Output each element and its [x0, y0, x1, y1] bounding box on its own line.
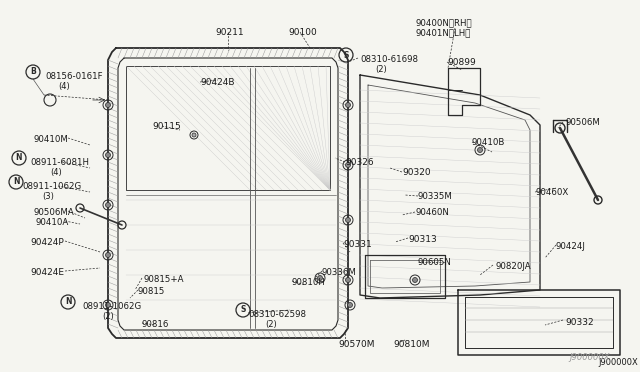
Text: 90410M: 90410M [33, 135, 68, 144]
Text: (4): (4) [50, 168, 61, 177]
Text: (2): (2) [265, 320, 276, 329]
Text: J900000X: J900000X [570, 353, 610, 362]
Text: 90424J: 90424J [556, 242, 586, 251]
Circle shape [106, 253, 111, 257]
Text: 90335M: 90335M [418, 192, 453, 201]
Circle shape [106, 302, 111, 308]
Circle shape [346, 218, 351, 222]
Text: 90605N: 90605N [418, 258, 452, 267]
Text: 08911-1062G: 08911-1062G [82, 302, 141, 311]
Text: 08911-1062G: 08911-1062G [22, 182, 81, 191]
Circle shape [106, 153, 111, 157]
Circle shape [477, 148, 483, 153]
Circle shape [346, 163, 351, 167]
Text: (2): (2) [102, 312, 114, 321]
Text: 90810H: 90810H [292, 278, 326, 287]
Text: S: S [240, 305, 246, 314]
Text: J900000X: J900000X [598, 358, 637, 367]
Text: 90810M: 90810M [393, 340, 429, 349]
Text: 90460X: 90460X [535, 188, 568, 197]
Text: N: N [13, 177, 19, 186]
Circle shape [346, 278, 351, 282]
Text: 90332: 90332 [565, 318, 594, 327]
Circle shape [346, 103, 351, 108]
Text: 90331: 90331 [343, 240, 372, 249]
Text: (3): (3) [42, 192, 54, 201]
Text: B: B [30, 67, 36, 77]
Text: 90401N〈LH〉: 90401N〈LH〉 [415, 28, 470, 37]
Text: 90424B: 90424B [200, 78, 234, 87]
Text: 90424E: 90424E [30, 268, 64, 277]
Circle shape [317, 276, 323, 280]
Text: 90815: 90815 [138, 287, 165, 296]
Circle shape [106, 202, 111, 208]
Text: 90115: 90115 [152, 122, 180, 131]
Text: (2): (2) [375, 65, 387, 74]
Text: 90100: 90100 [288, 28, 317, 37]
Text: 90570M: 90570M [338, 340, 374, 349]
Text: 90326: 90326 [345, 158, 374, 167]
Circle shape [413, 278, 417, 282]
Text: 90320: 90320 [402, 168, 431, 177]
Text: 90815+A: 90815+A [143, 275, 184, 284]
Text: (4): (4) [58, 82, 70, 91]
Text: 90313: 90313 [408, 235, 436, 244]
Text: 08156-0161F: 08156-0161F [45, 72, 102, 81]
Text: 08310-62598: 08310-62598 [248, 310, 306, 319]
Circle shape [192, 133, 196, 137]
Text: N: N [65, 298, 71, 307]
Text: 90820JA: 90820JA [495, 262, 531, 271]
Text: 90424P: 90424P [30, 238, 64, 247]
Text: 90506MA: 90506MA [33, 208, 74, 217]
Text: 08310-61698: 08310-61698 [360, 55, 418, 64]
Text: N: N [16, 154, 22, 163]
Text: S: S [343, 51, 349, 60]
Circle shape [348, 302, 353, 308]
Circle shape [106, 103, 111, 108]
Text: 90211: 90211 [215, 28, 244, 37]
Text: 90410A: 90410A [36, 218, 69, 227]
Text: 90336M: 90336M [322, 268, 357, 277]
Text: 08911-6081H: 08911-6081H [30, 158, 89, 167]
Text: 90410B: 90410B [472, 138, 506, 147]
Text: 90460N: 90460N [415, 208, 449, 217]
Text: 90400N〈RH〉: 90400N〈RH〉 [415, 18, 472, 27]
Text: 90816: 90816 [142, 320, 170, 329]
Text: 90899: 90899 [447, 58, 476, 67]
Text: 90506M: 90506M [565, 118, 600, 127]
